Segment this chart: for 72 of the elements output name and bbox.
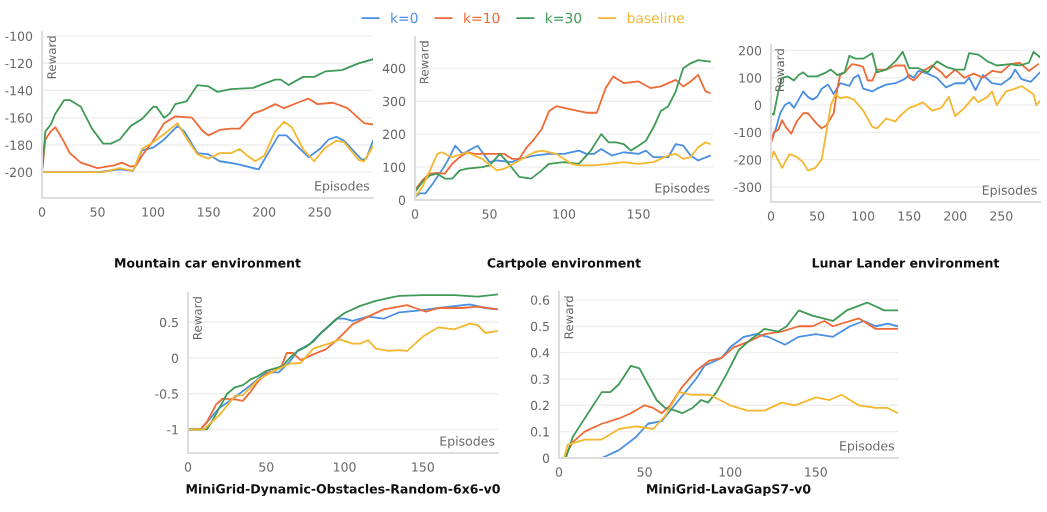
x-tick-label: 0 xyxy=(184,462,192,472)
x-tick-label: 150 xyxy=(198,207,220,217)
line-series xyxy=(771,50,1040,116)
y-tick-label: -300 xyxy=(734,182,762,192)
text: Cartpole environment xyxy=(487,257,641,271)
x-tick-label: 200 xyxy=(253,207,276,217)
y-tick-label: -0.5 xyxy=(155,389,178,399)
x-tick-label: 50 xyxy=(637,467,652,477)
x-tick-label: 50 xyxy=(810,211,825,221)
text: MiniGrid-LavaGapS7-v0 xyxy=(647,483,811,497)
y-tick-label: 200 xyxy=(739,45,762,56)
legend-label: baseline xyxy=(627,12,685,24)
y-axis-title: Reward xyxy=(192,297,202,340)
x-tick-label: 150 xyxy=(627,209,650,219)
y-tick-label: 0 xyxy=(171,353,179,363)
y-tick-label: -200 xyxy=(5,167,33,178)
x-tick-label: 100 xyxy=(553,209,576,219)
x-axis-title: Episodes xyxy=(440,436,495,449)
x-tick-label: 0 xyxy=(38,207,46,217)
y-tick-label: 0.1 xyxy=(530,427,549,437)
x-tick-label: 50 xyxy=(90,207,105,217)
y-tick-label: -160 xyxy=(5,113,33,123)
legend-label: k=0 xyxy=(391,12,418,24)
x-tick-label: 250 xyxy=(308,207,331,217)
x-tick-label: 100 xyxy=(719,467,742,477)
legend-label: k=10 xyxy=(464,12,500,24)
text: Mountain car environment xyxy=(115,257,301,268)
y-tick-label: 0.4 xyxy=(530,348,550,358)
y-axis-title: Reward xyxy=(564,296,574,339)
x-tick-label: 100 xyxy=(852,211,875,221)
y-tick-label: -1 xyxy=(167,425,178,435)
y-tick-label: 0.5 xyxy=(159,317,178,328)
y-tick-label: 0.6 xyxy=(530,295,550,305)
x-tick-label: 150 xyxy=(898,211,921,221)
y-tick-label: 400 xyxy=(382,63,406,74)
y-tick-label: -200 xyxy=(734,155,762,165)
y-tick-label: 0 xyxy=(754,100,762,110)
x-axis-title: Episodes xyxy=(655,183,710,196)
y-tick-label: -120 xyxy=(5,58,33,69)
x-axis-title: Episodes xyxy=(315,180,370,194)
x-tick-label: 250 xyxy=(990,211,1013,221)
y-tick-label: 0.5 xyxy=(530,321,549,332)
x-tick-label: 50 xyxy=(259,462,274,472)
y-tick-label: 200 xyxy=(383,129,406,140)
x-tick-label: 150 xyxy=(412,462,434,472)
x-tick-label: 0 xyxy=(767,211,775,221)
x-tick-label: 50 xyxy=(482,209,497,219)
y-tick-label: -100 xyxy=(734,127,762,138)
y-tick-label: 0.2 xyxy=(530,400,549,411)
y-tick-label: -140 xyxy=(5,85,33,96)
y-tick-label: 0 xyxy=(542,453,550,463)
x-tick-label: 100 xyxy=(334,462,356,472)
x-axis-title: Episodes xyxy=(840,440,894,454)
x-tick-label: 150 xyxy=(805,467,827,477)
x-tick-label: 200 xyxy=(944,211,967,221)
y-axis-title: Reward xyxy=(419,41,429,84)
y-tick-label: 100 xyxy=(383,162,406,172)
x-axis-title: Episodes xyxy=(982,185,1037,198)
y-tick-label: -180 xyxy=(5,140,33,150)
y-axis-title: Reward xyxy=(775,49,785,91)
y-tick-label: 100 xyxy=(739,73,762,83)
y-tick-label: 0 xyxy=(398,195,406,205)
x-tick-label: 0 xyxy=(555,467,563,477)
y-axis-title: Reward xyxy=(46,36,57,79)
x-tick-label: 0 xyxy=(411,209,419,219)
y-tick-label: -100 xyxy=(5,31,33,42)
text: MiniGrid-Dynamic-Obstacles-Random-6x6-v0 xyxy=(186,483,500,497)
text: Lunar Lander environment xyxy=(812,257,1000,268)
x-tick-label: 100 xyxy=(142,207,165,217)
y-tick-label: 0.3 xyxy=(530,374,549,384)
y-tick-label: 300 xyxy=(383,96,406,107)
legend-label: k=30 xyxy=(546,12,582,24)
